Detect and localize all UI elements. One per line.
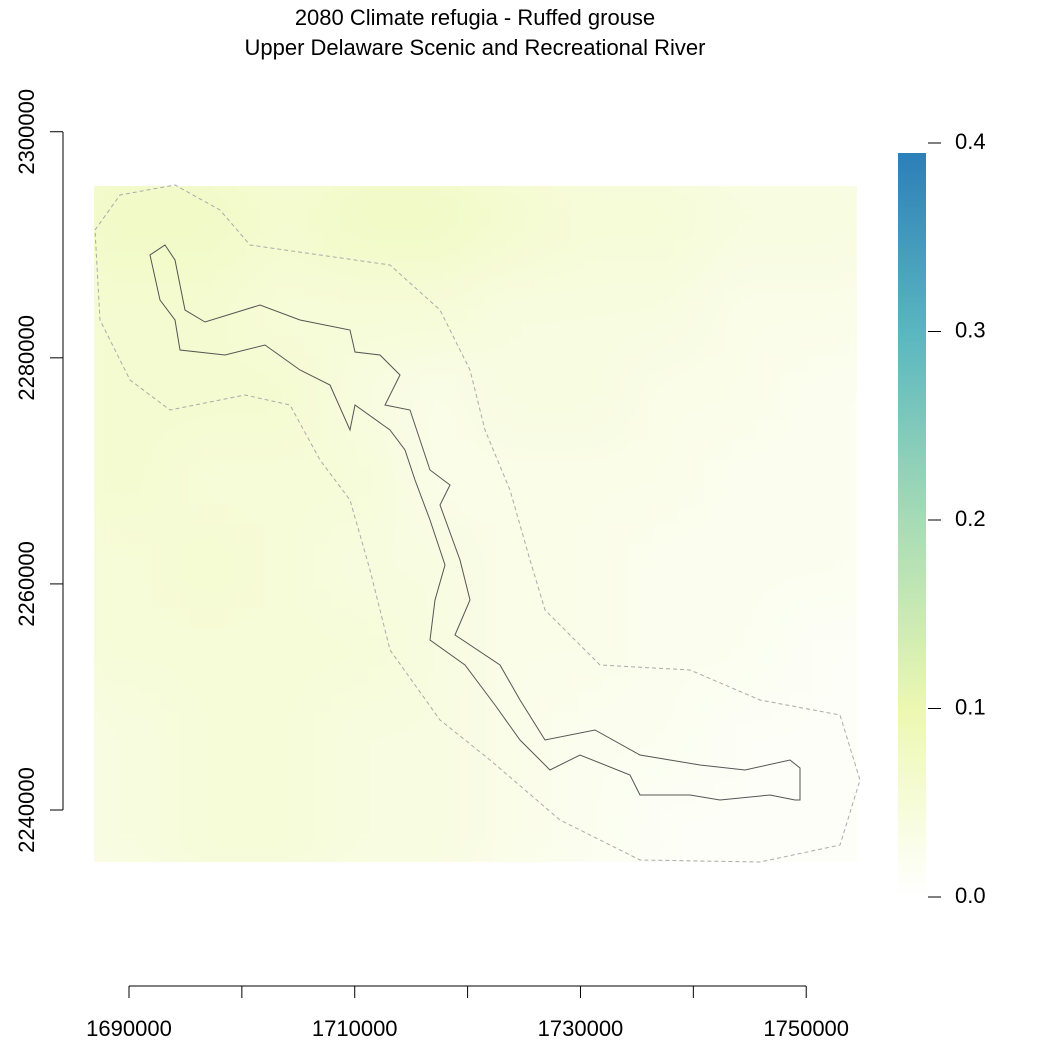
raster-cell [551,270,629,355]
colorbar-tick-label: 0.0 [955,883,986,908]
raster-cell [170,186,247,271]
chart-title: 2080 Climate refugia - Ruffed grouse [295,5,655,30]
raster-cell [399,692,476,778]
raster-cell [170,439,247,524]
raster-cell [246,354,323,440]
x-tick-label: 1710000 [312,1016,398,1041]
y-tick-label: 2240000 [14,767,39,853]
raster-cell [170,608,247,693]
raster-cell [628,777,705,862]
raster-cell [475,523,552,609]
raster-cell [475,186,552,271]
raster-cells [94,186,857,862]
raster-cell [399,439,476,524]
raster-cell [628,439,705,524]
y-tick-label: 2300000 [14,89,39,175]
raster-cell [170,354,247,440]
raster-cell [628,608,705,693]
raster-cell [475,692,552,778]
raster-cell [246,692,323,778]
buffer-outline [94,184,861,863]
raster-cell [551,523,629,609]
x-tick-label: 1690000 [86,1016,172,1041]
raster-cell [94,692,171,778]
raster-cell [628,523,705,609]
y-tick-label: 2280000 [14,315,39,401]
raster-cell [94,439,171,524]
raster-cell [246,186,323,271]
raster-cell [780,608,857,693]
raster-cell [628,270,705,355]
raster-cell [94,777,171,862]
raster-cell [94,270,171,355]
raster-cell [704,523,781,609]
colorbar-tick-label: 0.4 [955,129,986,154]
raster-cell [780,439,857,524]
raster-cell [246,777,323,862]
raster-cell [246,523,323,609]
raster-cell [780,186,857,271]
raster-cell [475,608,552,693]
raster-cell [322,186,400,271]
raster-cell [246,608,323,693]
raster-cell [475,270,552,355]
raster-cell [475,354,552,440]
colorbar-tick-label: 0.2 [955,506,986,531]
raster [94,186,857,862]
raster-cell [170,523,247,609]
raster-cell [399,354,476,440]
raster-cell [551,692,629,778]
raster-cell [399,523,476,609]
raster-cell [94,186,171,271]
raster-cell [628,186,705,271]
raster-cell [704,692,781,778]
raster-cell [704,777,781,862]
raster-cell [780,270,857,355]
raster-cell [399,777,476,862]
raster-cell [170,692,247,778]
raster-cell [399,186,476,271]
raster-cell [704,439,781,524]
raster-cell [780,523,857,609]
x-tick-label: 1750000 [763,1016,849,1041]
raster-cell [704,354,781,440]
raster-cell [246,270,323,355]
raster-cell [780,777,857,862]
raster-cell [246,439,323,524]
raster-cell [322,777,400,862]
raster-cell [780,354,857,440]
y-tick-label: 2260000 [14,541,39,627]
raster-cell [475,777,552,862]
raster-cell [322,354,400,440]
raster-cell [94,608,171,693]
raster-cell [322,270,400,355]
raster-cell [551,354,629,440]
raster-cell [551,186,629,271]
raster-cell [170,777,247,862]
x-tick-label: 1730000 [538,1016,624,1041]
raster-cell [551,439,629,524]
raster-cell [628,692,705,778]
raster-cell [551,608,629,693]
raster-cell [399,608,476,693]
river-boundary [149,244,801,801]
raster-cell [628,354,705,440]
raster-cell [94,523,171,609]
raster-cell [322,439,400,524]
raster-cell [704,608,781,693]
chart-subtitle: Upper Delaware Scenic and Recreational R… [244,35,705,60]
raster-cell [322,523,400,609]
raster-cell [94,354,171,440]
raster-cell [551,777,629,862]
colorbar-tick-label: 0.3 [955,317,986,342]
raster-cell [780,692,857,778]
raster-cell [704,270,781,355]
raster-cell [704,186,781,271]
raster-cell [322,692,400,778]
raster-cell [322,608,400,693]
colorbar-tick-label: 0.1 [955,694,986,719]
colorbar [898,153,926,897]
raster-cell [475,439,552,524]
